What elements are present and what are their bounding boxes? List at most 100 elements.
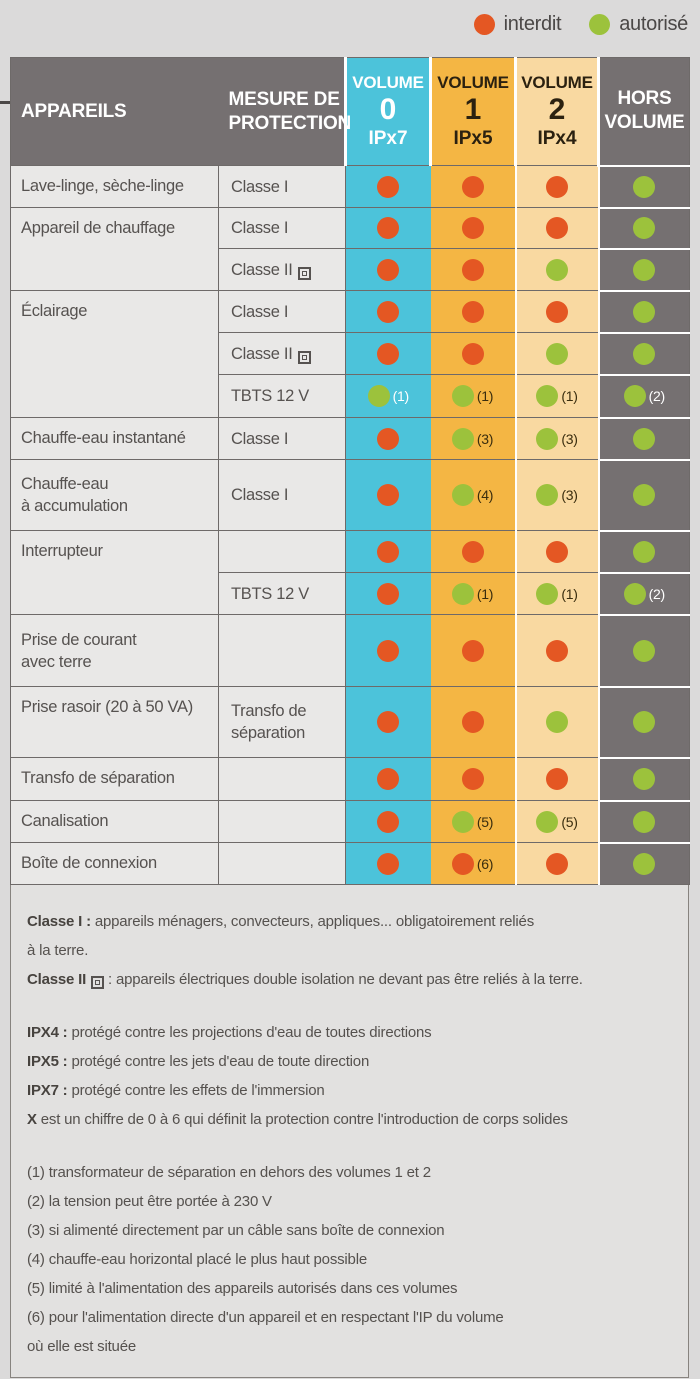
interdit-cell: [345, 614, 431, 687]
cell-content: [517, 711, 598, 733]
legend-interdit-label: interdit: [503, 13, 562, 35]
table-row: Éclairage Classe I: [10, 289, 690, 418]
autorise-dot-icon: [633, 175, 656, 198]
cell-content: [517, 300, 598, 323]
cell-content: (5): [517, 810, 598, 833]
interdit-cell: [345, 572, 431, 615]
cell-content: [600, 639, 690, 662]
cell-content: (2): [600, 582, 690, 605]
cell-content: [431, 711, 515, 733]
volume-2-number: 2: [548, 92, 566, 126]
interdit-dot-icon: [377, 852, 400, 875]
footnote-ref: (1): [561, 388, 578, 404]
appliance-label: Lave-linge, sèche-linge: [10, 165, 219, 208]
cell-content: [431, 175, 515, 198]
appliance-label: Éclairage: [10, 290, 219, 418]
protection-measure-label: Classe II: [218, 332, 346, 375]
interdit-cell: [345, 757, 431, 801]
cell-content: [346, 582, 431, 605]
appliance-label: Boîte de connexion: [10, 842, 219, 885]
interdit-dot-icon: [461, 711, 484, 733]
cell-content: (3): [517, 427, 598, 450]
cell-content: [431, 258, 515, 281]
autorise-dot-icon: [633, 540, 656, 563]
autorise-dot-icon: [536, 385, 559, 407]
cell-content: [600, 217, 690, 239]
interdit-dot-icon: [461, 342, 484, 365]
footnote-ref: (1): [476, 388, 494, 404]
autorise-dot-icon: [451, 582, 474, 605]
autorise-cell: (3): [514, 417, 599, 460]
autorise-dot-icon: [536, 810, 559, 833]
appliance-label: Chauffe-eau instantané: [10, 417, 219, 460]
autorise-dot-icon: [536, 582, 559, 605]
footnote-ref: (5): [476, 813, 494, 830]
cell-content: [346, 217, 431, 239]
autorise-cell: [514, 332, 599, 375]
table-row: Classe II: [11, 247, 690, 291]
cell-content: [600, 540, 690, 563]
note-line: Classe II : appareils électriques double…: [27, 971, 583, 989]
protection-measure-label: Classe I: [218, 417, 346, 460]
cell-content: [431, 639, 515, 662]
autorise-dot-icon: [546, 258, 568, 281]
cell-content: [346, 427, 431, 450]
volume-0-number: 0: [379, 92, 397, 126]
ip-notes: IPX4 : protégé contre les projections d'…: [27, 1018, 672, 1134]
interdit-cell: [345, 248, 431, 291]
autorise-dot-icon: [633, 300, 656, 323]
volume-2-word: VOLUME: [521, 72, 593, 92]
note-term: IPX5 :: [27, 1053, 68, 1070]
cell-content: [346, 175, 431, 198]
note-term: IPX4 :: [27, 1024, 68, 1041]
cell-content: [517, 768, 598, 790]
interdit-cell: [514, 290, 599, 333]
volume-2-ip-rating: IPx4: [537, 127, 577, 149]
interdit-dot-icon: [377, 540, 400, 563]
interdit-dot-icon: [473, 14, 495, 35]
interdit-dot-icon: [546, 300, 568, 323]
interdit-cell: [345, 800, 431, 843]
cell-content: [346, 639, 431, 662]
legend-autorise: autorisé: [589, 13, 688, 36]
autorise-dot-icon: [633, 258, 656, 281]
protection-measure-label: Transfo de séparation: [218, 686, 346, 758]
protection-measure-label: TBTS 12 V: [218, 374, 346, 418]
protection-measure-label: Classe I: [218, 207, 346, 249]
autorise-cell: (3): [514, 459, 599, 531]
autorise-cell: (5): [514, 800, 599, 843]
autorise-dot-icon: [451, 810, 474, 833]
autorise-dot-icon: [451, 484, 474, 506]
table-row: TBTS 12 V (1) (1) (1) (2): [11, 373, 690, 418]
volume-0-ip-rating: IPx7: [368, 127, 408, 149]
cell-content: [346, 300, 431, 323]
header-volume-0: VOLUME 0 IPx7: [344, 57, 431, 166]
autorise-cell: (1): [514, 374, 599, 418]
note-term: X: [27, 1111, 37, 1128]
classe-ii-inner-square: [301, 270, 307, 276]
header-volume-1: VOLUME 1 IPx5: [429, 57, 516, 166]
appliance-label: Appareil de chauffage: [10, 207, 219, 291]
interdit-dot-icon: [377, 342, 400, 365]
interdit-dot-icon: [377, 484, 400, 506]
volumes-table: APPAREILS MESURE DE PROTECTION VOLUME 0 …: [10, 57, 690, 885]
protection-measure-label: TBTS 12 V: [218, 572, 346, 615]
footnote-ref: (6): [476, 855, 494, 872]
autorise-cell: (1): [345, 374, 431, 418]
footnote-ref: (1): [392, 388, 410, 404]
cell-content: [517, 540, 598, 563]
interdit-cell: [345, 332, 431, 375]
note-term: Classe II: [27, 971, 87, 988]
interdit-cell: [345, 290, 431, 333]
legend-autorise-label: autorisé: [619, 13, 688, 35]
appliance-label: Prise rasoir (20 à 50 VA): [10, 686, 219, 758]
cell-content: (3): [517, 484, 598, 506]
cell-content: [517, 639, 598, 662]
appliance-label: Canalisation: [10, 800, 219, 843]
cell-content: [517, 258, 598, 281]
appliance-label: Transfo de séparation: [10, 757, 219, 801]
classe-ii-double-insulation-icon: [91, 976, 105, 989]
autorise-cell: [597, 841, 690, 885]
cell-content: (1): [517, 582, 598, 605]
autorise-dot-icon: [536, 484, 559, 506]
